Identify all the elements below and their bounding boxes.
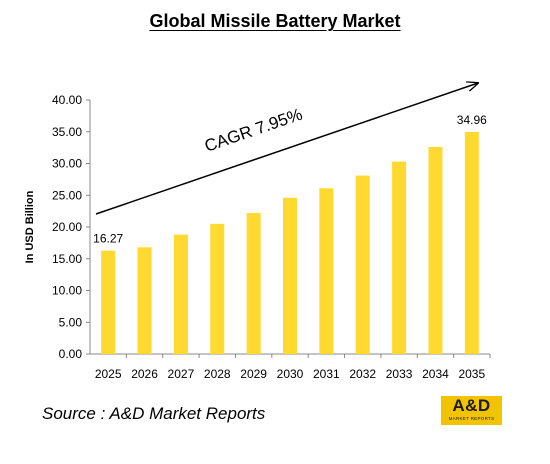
y-tick-label: 10.00 — [52, 284, 82, 298]
y-tick-label: 0.00 — [59, 347, 83, 361]
cagr-arrow — [95, 83, 478, 215]
chart-bars — [101, 132, 479, 354]
x-tick-label: 2034 — [422, 367, 449, 381]
x-tick-label: 2033 — [386, 367, 413, 381]
bar-2029 — [246, 213, 261, 354]
brand-logo: A&D MARKET REPORTS — [441, 396, 502, 425]
y-tick-label: 30.00 — [52, 157, 82, 171]
y-tick-label: 5.00 — [59, 315, 83, 329]
bar-2032 — [355, 175, 370, 354]
bar-2031 — [319, 188, 334, 354]
x-tick-label: 2028 — [204, 367, 231, 381]
bar-2034 — [428, 146, 443, 354]
x-tick-label: 2032 — [349, 367, 376, 381]
logo-mark: A&D — [452, 396, 491, 415]
data-label-2025: 16.27 — [93, 232, 123, 246]
y-tick-label: 40.00 — [52, 93, 82, 107]
data-label-2035: 34.96 — [457, 113, 487, 127]
bar-2033 — [392, 161, 407, 354]
chart-labels: 0.00 5.00 10.00 15.00 20.00 25.00 30.00 35.00 40… — [52, 93, 487, 381]
bar-2027 — [173, 234, 188, 354]
bar-2025 — [101, 250, 116, 354]
x-tick-label: 2031 — [313, 367, 340, 381]
x-tick-label: 2029 — [240, 367, 267, 381]
x-tick-label: 2027 — [168, 367, 195, 381]
bar-2035 — [464, 132, 479, 354]
y-tick-label: 20.00 — [52, 220, 82, 234]
bar-2028 — [210, 223, 225, 354]
x-tick-label: 2035 — [458, 367, 485, 381]
chart-title: Global Missile Battery Market — [149, 11, 401, 31]
bar-2026 — [137, 247, 152, 354]
x-tick-label: 2030 — [277, 367, 304, 381]
y-tick-label: 25.00 — [52, 188, 82, 202]
logo-subtext: MARKET REPORTS — [448, 416, 495, 421]
y-tick-label: 15.00 — [52, 252, 82, 266]
y-axis-title: In USD Billion — [24, 190, 36, 263]
source-note: Source : A&D Market Reports — [42, 404, 266, 423]
y-tick-label: 35.00 — [52, 125, 82, 139]
x-tick-label: 2026 — [131, 367, 158, 381]
x-tick-label: 2025 — [95, 367, 122, 381]
bar-2030 — [283, 197, 297, 354]
